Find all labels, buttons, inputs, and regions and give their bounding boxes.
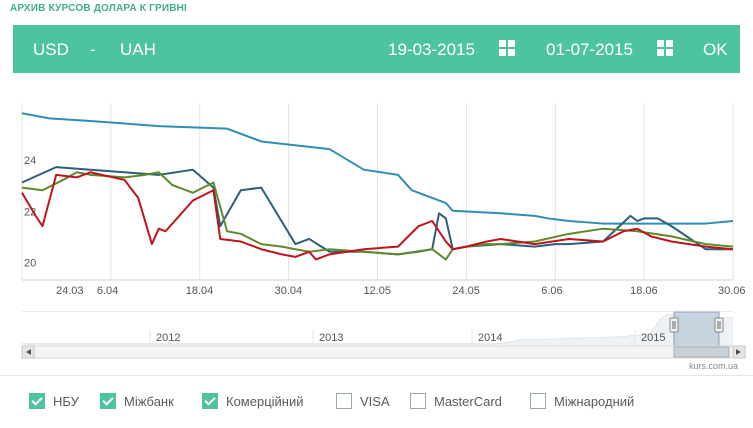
legend-item[interactable]: VISA bbox=[336, 391, 390, 411]
series-line-4 bbox=[21, 171, 734, 261]
x-tick-label: 30.04 bbox=[275, 285, 303, 297]
calendar-from-icon[interactable] bbox=[499, 40, 515, 56]
x-tick-label: 6.04 bbox=[97, 285, 118, 297]
checkbox-unchecked[interactable] bbox=[336, 393, 352, 409]
toolbar: USD - UAH 19-03-2015 01-07-2015 OK bbox=[13, 25, 740, 73]
y-tick-label: 20 bbox=[24, 258, 36, 270]
ok-button[interactable]: OK bbox=[703, 40, 728, 59]
x-tick-label: 18.06 bbox=[630, 285, 658, 297]
x-tick-label: 30.06 bbox=[718, 285, 746, 297]
checkbox-checked[interactable] bbox=[29, 393, 45, 409]
navigator-year-label: 2014 bbox=[478, 332, 502, 344]
legend-label: MasterCard bbox=[434, 393, 502, 409]
credit-label: kurs.com.ua bbox=[689, 361, 738, 370]
calendar-to-icon[interactable] bbox=[657, 40, 673, 56]
x-tick-label: 24.05 bbox=[452, 285, 480, 297]
legend-item[interactable]: Міжнародний bbox=[530, 391, 634, 411]
navigator-right-handle[interactable] bbox=[714, 317, 724, 333]
navigator-year-label: 2015 bbox=[641, 332, 665, 344]
y-tick-label: 24 bbox=[24, 155, 36, 167]
x-tick-label: 24.03 bbox=[56, 285, 84, 297]
legend-label: Комерційний bbox=[226, 393, 304, 409]
legend-item[interactable]: НБУ bbox=[29, 391, 79, 411]
legend-item[interactable]: Міжбанк bbox=[100, 391, 174, 411]
x-tick-label: 18.04 bbox=[186, 285, 214, 297]
series-line-3 bbox=[21, 171, 734, 261]
legend-item[interactable]: Комерційний bbox=[202, 391, 304, 411]
legend-item[interactable]: MasterCard bbox=[410, 391, 502, 411]
checkbox-unchecked[interactable] bbox=[410, 393, 426, 409]
navigator-year-label: 2012 bbox=[156, 332, 180, 344]
legend-label: VISA bbox=[360, 393, 390, 409]
to-currency[interactable]: UAH bbox=[120, 40, 156, 59]
series-line-2 bbox=[21, 166, 733, 256]
y-tick-label: 22 bbox=[24, 206, 36, 218]
divider bbox=[0, 375, 753, 376]
chevron-left-icon bbox=[26, 349, 31, 355]
navigator-selection[interactable] bbox=[673, 311, 720, 347]
checkbox-checked[interactable] bbox=[202, 393, 218, 409]
date-from-field[interactable]: 19-03-2015 bbox=[388, 40, 475, 59]
legend-label: Міжбанк bbox=[124, 393, 174, 409]
chart: 24.03 6.04 18.04 30.04 12.05 24.05 6.06 18.06 30… bbox=[21, 103, 746, 297]
navigator: 2012 2013 2014 2015 kurs.com.ua bbox=[21, 311, 746, 370]
x-tick-label: 12.05 bbox=[364, 285, 392, 297]
scrollbar-thumb[interactable] bbox=[673, 346, 730, 358]
series-line-1 bbox=[21, 112, 734, 225]
scrollbar-track[interactable] bbox=[21, 345, 734, 359]
chevron-right-icon bbox=[736, 349, 741, 355]
page-title: АРХИВ КУРСОВ ДОЛАРА К ГРИВНІ bbox=[10, 3, 188, 14]
from-currency[interactable]: USD bbox=[33, 40, 69, 59]
currency-separator: - bbox=[90, 40, 96, 59]
x-tick-label: 6.06 bbox=[541, 285, 562, 297]
checkbox-unchecked[interactable] bbox=[530, 393, 546, 409]
date-to-field[interactable]: 01-07-2015 bbox=[546, 40, 633, 59]
navigator-year-label: 2013 bbox=[319, 332, 343, 344]
navigator-left-handle[interactable] bbox=[669, 317, 679, 333]
legend-label: НБУ bbox=[53, 393, 79, 409]
checkbox-checked[interactable] bbox=[100, 393, 116, 409]
legend-label: Міжнародний bbox=[554, 393, 635, 409]
